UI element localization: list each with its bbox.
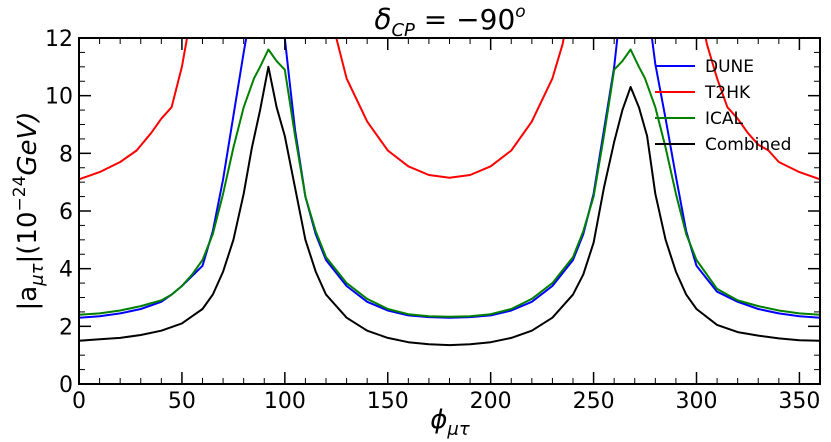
y-tick-label: 0 xyxy=(59,373,73,398)
y-tick-label: 2 xyxy=(59,315,73,340)
series-line-ical xyxy=(79,48,820,318)
y-tick-label: 8 xyxy=(59,142,73,167)
x-tick-label: 50 xyxy=(168,389,196,414)
legend-label-ical: ICAL xyxy=(705,109,744,129)
x-tick-label: 350 xyxy=(778,389,820,414)
legend: DUNE T2HK ICAL Combined xyxy=(655,57,791,155)
series-line-t2hk xyxy=(79,38,820,181)
x-tick-label: 300 xyxy=(676,389,718,414)
legend-label-t2hk: T2HK xyxy=(704,83,751,103)
y-tick-label: 10 xyxy=(45,85,73,110)
x-tick-label: 150 xyxy=(367,389,409,414)
x-axis-label: ϕμτ xyxy=(430,405,470,440)
legend-label-dune: DUNE xyxy=(705,57,754,77)
y-tick-label: 4 xyxy=(59,258,73,283)
series-layer xyxy=(79,38,820,347)
legend-label-combined: Combined xyxy=(705,135,791,155)
series-line-dune xyxy=(79,38,820,319)
y-tick-label: 12 xyxy=(45,27,73,52)
chart-title: δCP = −90o xyxy=(374,2,525,41)
x-tick-label: 250 xyxy=(573,389,615,414)
x-tick-label: 200 xyxy=(470,389,512,414)
x-tick-label: 0 xyxy=(72,389,86,414)
series-line-combined xyxy=(79,65,820,347)
tick-layer: 0 50 100 150 200 250 300 350 0 2 4 6 8 10 12 xyxy=(45,27,821,414)
y-axis-label: |aμτ|(10−24GeV) xyxy=(10,112,48,311)
y-tick-label: 6 xyxy=(59,200,73,225)
x-tick-label: 100 xyxy=(264,389,306,414)
